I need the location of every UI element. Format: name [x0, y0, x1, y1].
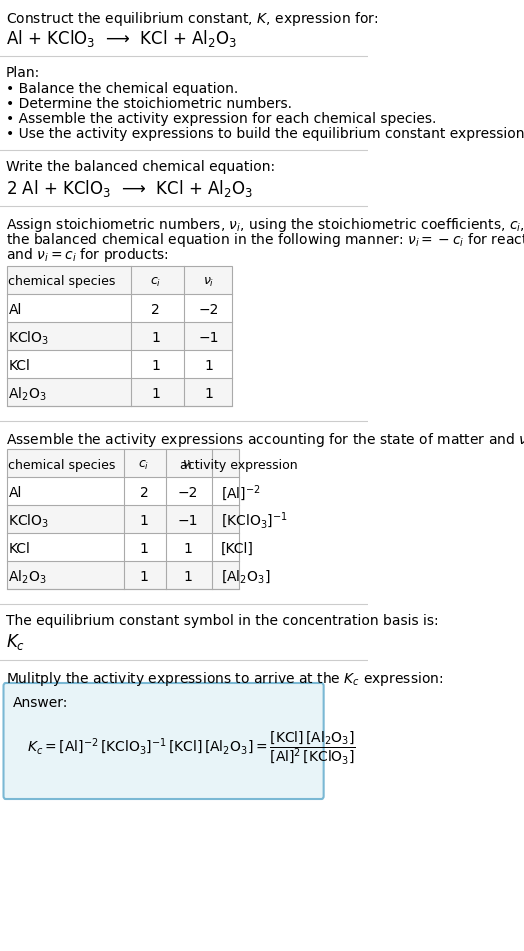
Text: and $\nu_i = c_i$ for products:: and $\nu_i = c_i$ for products:: [6, 246, 169, 264]
Text: • Balance the chemical equation.: • Balance the chemical equation.: [6, 82, 238, 96]
Text: 1: 1: [139, 514, 148, 528]
Text: $c_i$: $c_i$: [138, 458, 149, 472]
Text: $c_i$: $c_i$: [150, 276, 161, 288]
Text: [Al]$^{-2}$: [Al]$^{-2}$: [221, 483, 261, 503]
Text: KClO$_3$: KClO$_3$: [8, 329, 49, 347]
Text: KCl: KCl: [8, 542, 30, 556]
Text: $\nu_i$: $\nu_i$: [182, 458, 193, 472]
Text: 1: 1: [204, 387, 213, 401]
Text: Plan:: Plan:: [6, 66, 40, 80]
Text: • Assemble the activity expression for each chemical species.: • Assemble the activity expression for e…: [6, 112, 436, 126]
Text: 2: 2: [151, 303, 160, 317]
Text: 1: 1: [139, 570, 148, 584]
Text: KCl: KCl: [8, 359, 30, 373]
Text: 1: 1: [151, 331, 160, 345]
FancyBboxPatch shape: [7, 322, 232, 350]
Text: The equilibrium constant symbol in the concentration basis is:: The equilibrium constant symbol in the c…: [6, 614, 438, 628]
Text: Answer:: Answer:: [13, 696, 68, 710]
FancyBboxPatch shape: [7, 350, 232, 378]
Text: 1: 1: [151, 359, 160, 373]
Text: −2: −2: [177, 486, 198, 500]
Text: −1: −1: [177, 514, 198, 528]
Text: Write the balanced chemical equation:: Write the balanced chemical equation:: [6, 160, 275, 174]
Text: 2: 2: [139, 486, 148, 500]
Text: chemical species: chemical species: [8, 276, 116, 288]
Text: 1: 1: [139, 542, 148, 556]
FancyBboxPatch shape: [7, 266, 232, 294]
Text: 1: 1: [204, 359, 213, 373]
Text: $K_c = \mathrm{[Al]}^{-2}\,\mathrm{[KClO_3]}^{-1}\,\mathrm{[KCl]}\,\mathrm{[Al_2: $K_c = \mathrm{[Al]}^{-2}\,\mathrm{[KClO…: [27, 729, 356, 767]
Text: • Use the activity expressions to build the equilibrium constant expression.: • Use the activity expressions to build …: [6, 127, 524, 141]
FancyBboxPatch shape: [7, 449, 239, 477]
Text: activity expression: activity expression: [180, 458, 298, 472]
Text: Assign stoichiometric numbers, $\nu_i$, using the stoichiometric coefficients, $: Assign stoichiometric numbers, $\nu_i$, …: [6, 216, 524, 234]
FancyBboxPatch shape: [7, 378, 232, 406]
Text: [KCl]: [KCl]: [221, 542, 254, 556]
Text: 2 Al + KClO$_3$  ⟶  KCl + Al$_2$O$_3$: 2 Al + KClO$_3$ ⟶ KCl + Al$_2$O$_3$: [6, 178, 253, 199]
Text: [Al$_2$O$_3$]: [Al$_2$O$_3$]: [221, 569, 270, 586]
Text: Construct the equilibrium constant, $K$, expression for:: Construct the equilibrium constant, $K$,…: [6, 10, 378, 28]
Text: $K_c$: $K_c$: [6, 632, 25, 652]
Text: the balanced chemical equation in the following manner: $\nu_i = -c_i$ for react: the balanced chemical equation in the fo…: [6, 231, 524, 249]
Text: KClO$_3$: KClO$_3$: [8, 513, 49, 530]
Text: Al + KClO$_3$  ⟶  KCl + Al$_2$O$_3$: Al + KClO$_3$ ⟶ KCl + Al$_2$O$_3$: [6, 28, 237, 49]
FancyBboxPatch shape: [4, 683, 324, 799]
Text: • Determine the stoichiometric numbers.: • Determine the stoichiometric numbers.: [6, 97, 292, 111]
Text: 1: 1: [151, 387, 160, 401]
Text: [KClO$_3$]$^{-1}$: [KClO$_3$]$^{-1}$: [221, 511, 288, 532]
FancyBboxPatch shape: [7, 477, 239, 505]
Text: 1: 1: [183, 570, 192, 584]
FancyBboxPatch shape: [7, 561, 239, 589]
Text: Al$_2$O$_3$: Al$_2$O$_3$: [8, 569, 47, 586]
Text: −1: −1: [198, 331, 219, 345]
Text: Mulitply the activity expressions to arrive at the $K_c$ expression:: Mulitply the activity expressions to arr…: [6, 670, 443, 688]
Text: Al: Al: [8, 486, 22, 500]
Text: −2: −2: [198, 303, 219, 317]
FancyBboxPatch shape: [7, 505, 239, 533]
Text: Assemble the activity expressions accounting for the state of matter and $\nu_i$: Assemble the activity expressions accoun…: [6, 431, 524, 449]
Text: Al: Al: [8, 303, 22, 317]
Text: 1: 1: [183, 542, 192, 556]
FancyBboxPatch shape: [7, 533, 239, 561]
FancyBboxPatch shape: [7, 294, 232, 322]
Text: $\nu_i$: $\nu_i$: [203, 276, 214, 288]
Text: chemical species: chemical species: [8, 458, 116, 472]
Text: Al$_2$O$_3$: Al$_2$O$_3$: [8, 385, 47, 402]
